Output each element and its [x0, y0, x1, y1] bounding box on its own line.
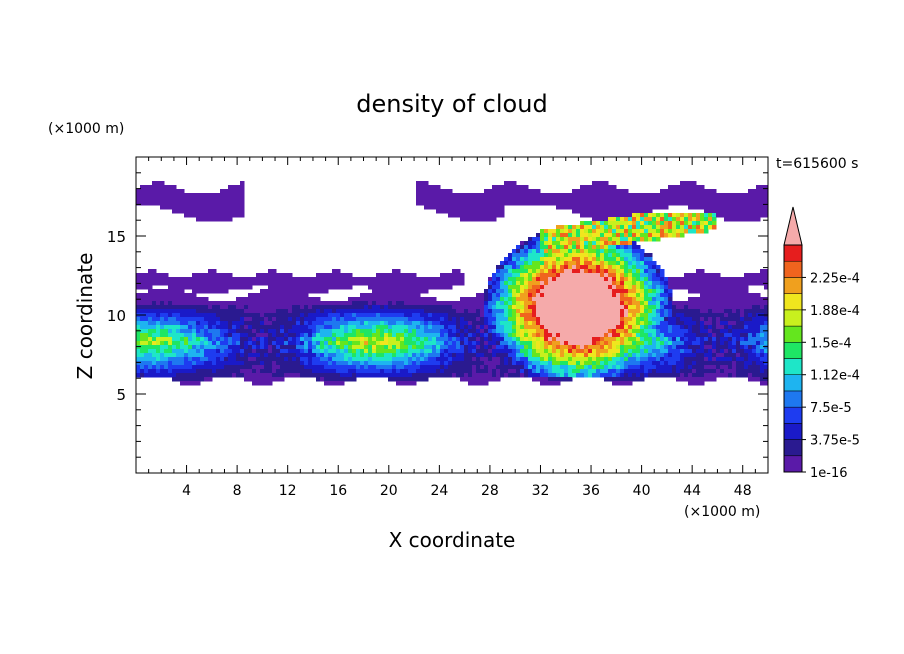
x-tick-label: 48 [734, 483, 752, 499]
x-tick-label: 8 [233, 483, 242, 499]
colorbar-label: 1.5e-4 [810, 336, 852, 351]
colorbar-label: 2.25e-4 [810, 271, 860, 286]
x-tick-label: 36 [582, 483, 600, 499]
colorbar-label: 7.5e-5 [810, 401, 852, 416]
colorbar-swatch [783, 277, 803, 294]
colorbar-overflow-triangle [783, 206, 803, 246]
colorbar-label: 1.12e-4 [810, 369, 860, 384]
colorbar-swatch [783, 455, 803, 473]
x-unit-label: (×1000 m) [684, 504, 760, 520]
y-axis-title: Z coordinate [73, 253, 97, 380]
y-unit-label: (×1000 m) [48, 121, 124, 137]
x-tick-label: 32 [532, 483, 550, 499]
y-tick-label: 10 [107, 307, 126, 325]
y-tick-label: 15 [107, 228, 126, 246]
y-tick-label: 5 [116, 386, 126, 404]
colorbar-swatch [783, 244, 803, 262]
chart-title: density of cloud [356, 90, 547, 118]
colorbar-swatch [783, 260, 803, 278]
colorbar-swatch [783, 439, 803, 457]
x-tick-label: 44 [683, 483, 701, 499]
x-tick-label: 24 [430, 483, 448, 499]
x-tick-label: 20 [380, 483, 398, 499]
colorbar-swatch [783, 293, 803, 311]
colorbar-label: 1.88e-4 [810, 304, 860, 319]
colorbar-swatch [783, 325, 803, 343]
colorbar: 1e-16 3.75e-5 7.5e-5 1.12e-4 1.5e-4 1.88e-4 2.… [783, 206, 860, 481]
colorbar-swatch [783, 342, 803, 359]
colorbar-label: 3.75e-5 [810, 434, 860, 449]
colorbar-swatch [783, 406, 803, 424]
colorbar-swatch [783, 358, 803, 375]
colorbar-label: 1e-16 [810, 466, 848, 481]
x-tick-label: 40 [633, 483, 651, 499]
x-tick-label: 16 [329, 483, 347, 499]
x-tick-label: 4 [182, 483, 191, 499]
time-label: t=615600 s [776, 156, 858, 172]
colorbar-swatch [783, 423, 803, 440]
colorbar-swatch [783, 309, 803, 327]
x-tick-label: 28 [481, 483, 499, 499]
x-tick-label: 12 [279, 483, 297, 499]
colorbar-swatch [783, 390, 803, 408]
x-axis-title: X coordinate [389, 528, 516, 552]
y-axis-ticks: 5 10 15 [107, 172, 768, 458]
x-axis-ticks: 4 8 12 16 20 24 28 32 36 40 44 48 [148, 157, 756, 499]
colorbar-swatch [783, 374, 803, 392]
density-field [136, 181, 768, 386]
colorbar-frame [783, 244, 803, 473]
